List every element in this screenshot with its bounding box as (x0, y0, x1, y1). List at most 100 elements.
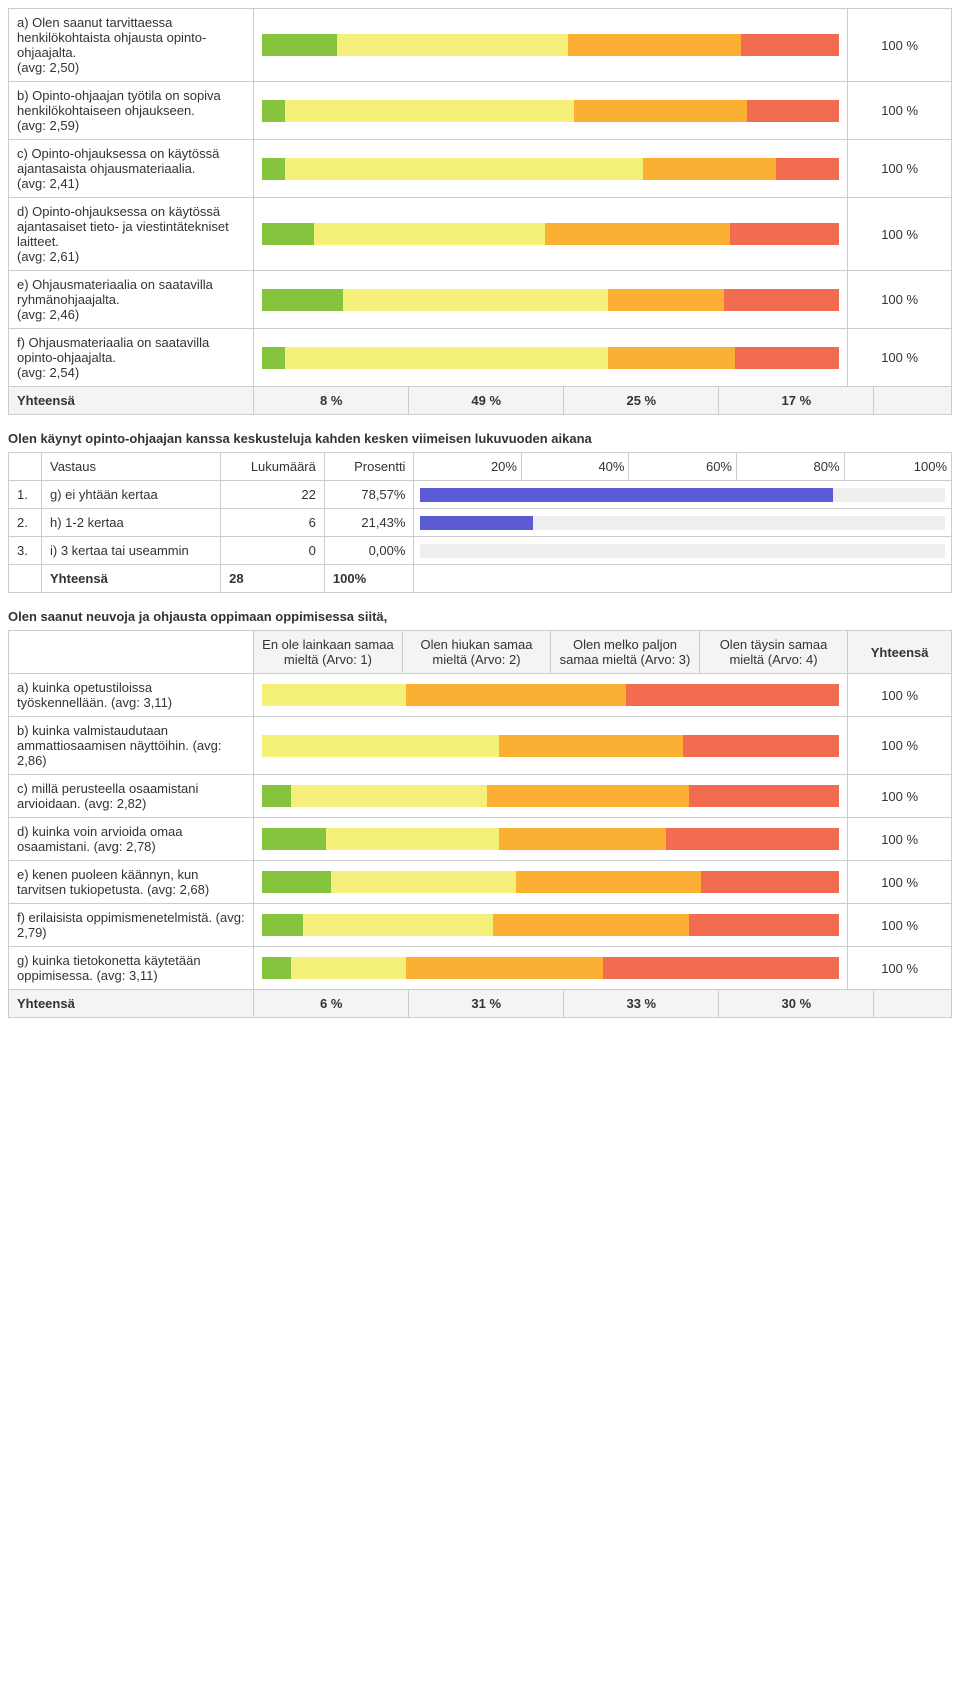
stacked-bar (262, 957, 839, 979)
bar-segment (262, 914, 302, 936)
table-row: e) Ohjausmateriaalia on saatavilla ryhmä… (9, 271, 952, 329)
bar-segment (262, 957, 291, 979)
table-row: d) Opinto-ohjauksessa on käytössä ajanta… (9, 198, 952, 271)
row-total: 100 % (848, 9, 952, 82)
stacked-bar (262, 828, 839, 850)
bar-segment (331, 871, 516, 893)
stacked-bar (262, 347, 839, 369)
q3-title: Olen saanut neuvoja ja ohjausta oppimaan… (8, 609, 952, 624)
q2-header-percent: Prosentti (324, 453, 414, 481)
bar-segment (568, 34, 741, 56)
stacked-bar-cell (254, 9, 848, 82)
row-label: b) kuinka valmistaudutaan ammattiosaamis… (9, 717, 254, 775)
row-bar-cell (414, 481, 952, 509)
row-label: d) Opinto-ohjauksessa on käytössä ajanta… (9, 198, 254, 271)
q2-total-count: 28 (221, 565, 325, 593)
row-total: 100 % (848, 674, 952, 717)
row-percent: 21,43% (324, 509, 414, 537)
bar-segment (643, 158, 776, 180)
stacked-bar-cell (254, 82, 848, 140)
row-answer: i) 3 kertaa tai useammin (42, 537, 221, 565)
stacked-bar (262, 158, 839, 180)
q3-header-total: Yhteensä (848, 631, 952, 674)
stacked-bar-cell (254, 775, 848, 818)
row-total: 100 % (848, 818, 952, 861)
bar-segment (285, 100, 574, 122)
bar-segment (291, 957, 406, 979)
bar-segment (776, 158, 839, 180)
q1-total-row: Yhteensä 8 % 49 % 25 % 17 % (9, 387, 952, 415)
table-row: g) kuinka tietokonetta käytetään oppimis… (9, 947, 952, 990)
bar-segment (262, 785, 291, 807)
bar-segment (406, 684, 625, 706)
row-total: 100 % (848, 198, 952, 271)
hbar-fill (420, 516, 532, 530)
stacked-bar (262, 914, 839, 936)
bar-segment (608, 347, 735, 369)
q2-scale-100: 100% (844, 453, 952, 480)
table-row: a) kuinka opetustiloissa työskennellään.… (9, 674, 952, 717)
row-count: 6 (221, 509, 325, 537)
row-label: e) Ohjausmateriaalia on saatavilla ryhmä… (9, 271, 254, 329)
row-total: 100 % (848, 861, 952, 904)
q2-header-scale: 20% 40% 60% 80% 100% (414, 453, 952, 481)
row-total: 100 % (848, 904, 952, 947)
row-label: a) Olen saanut tarvittaessa henkilökohta… (9, 9, 254, 82)
bar-segment (741, 34, 839, 56)
bar-segment (285, 158, 643, 180)
q2-header-count: Lukumäärä (221, 453, 325, 481)
bar-segment (262, 289, 343, 311)
q2-header-answer: Vastaus (42, 453, 221, 481)
stacked-bar (262, 223, 839, 245)
row-label: f) erilaisista oppimismenetelmistä. (avg… (9, 904, 254, 947)
row-answer: h) 1-2 kertaa (42, 509, 221, 537)
q2-header-row: Vastaus Lukumäärä Prosentti 20% 40% 60% … (9, 453, 952, 481)
row-total: 100 % (848, 775, 952, 818)
bar-segment (730, 223, 840, 245)
stacked-bar-cell (254, 329, 848, 387)
row-percent: 0,00% (324, 537, 414, 565)
stacked-bar (262, 100, 839, 122)
stacked-bar (262, 684, 839, 706)
q2-scale-20: 20% (414, 453, 521, 480)
table-row: e) kenen puoleen käännyn, kun tarvitsen … (9, 861, 952, 904)
hbar-track (420, 516, 945, 530)
q3-header-row: En ole lainkaan samaa mieltä (Arvo: 1) O… (9, 631, 952, 674)
row-count: 22 (221, 481, 325, 509)
bar-segment (747, 100, 839, 122)
bar-segment (406, 957, 602, 979)
stacked-bar (262, 785, 839, 807)
stacked-bar-cell (254, 198, 848, 271)
row-label: e) kenen puoleen käännyn, kun tarvitsen … (9, 861, 254, 904)
row-total: 100 % (848, 140, 952, 198)
bar-segment (603, 957, 840, 979)
bar-segment (291, 785, 487, 807)
row-label: c) Opinto-ohjauksessa on käytössä ajanta… (9, 140, 254, 198)
q2-header-blank (9, 453, 42, 481)
q3-total-row: Yhteensä 6 % 31 % 33 % 30 % (9, 990, 952, 1018)
row-label: b) Opinto-ohjaajan työtila on sopiva hen… (9, 82, 254, 140)
row-total: 100 % (848, 329, 952, 387)
bar-segment (303, 914, 493, 936)
bar-segment (735, 347, 839, 369)
q2-total-percent: 100% (324, 565, 414, 593)
q3-total-val-2: 31 % (408, 990, 563, 1017)
row-percent: 78,57% (324, 481, 414, 509)
q2-scale-40: 40% (521, 453, 629, 480)
bar-segment (666, 828, 839, 850)
q3-rows: a) kuinka opetustiloissa työskennellään.… (9, 674, 952, 990)
q3-header-c4: Olen täysin samaa mieltä (Arvo: 4) (699, 631, 848, 673)
stacked-bar-cell (254, 674, 848, 717)
table-row: c) Opinto-ohjauksessa on käytössä ajanta… (9, 140, 952, 198)
stacked-bar (262, 34, 839, 56)
row-number: 2. (9, 509, 42, 537)
row-total: 100 % (848, 82, 952, 140)
row-answer: g) ei yhtään kertaa (42, 481, 221, 509)
bar-segment (262, 223, 314, 245)
row-bar-cell (414, 509, 952, 537)
stacked-bar-cell (254, 861, 848, 904)
bar-segment (337, 34, 568, 56)
stacked-bar (262, 735, 839, 757)
row-total: 100 % (848, 947, 952, 990)
hbar-track (420, 544, 945, 558)
